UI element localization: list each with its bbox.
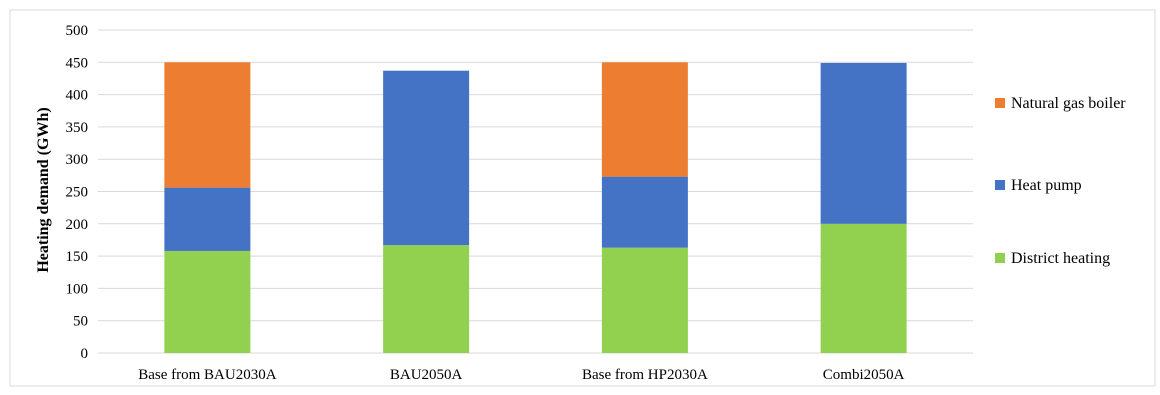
bar-natural-gas-boiler-2 xyxy=(601,62,688,177)
x-axis-ticks: Base from BAU2030A BAU2050A Base from HP20… xyxy=(138,367,904,383)
bar-heat-pump-1 xyxy=(383,70,470,246)
legend: Natural gas boiler Heat pump District heat… xyxy=(995,95,1126,267)
x-tick-label: Combi2050A xyxy=(823,367,905,383)
bar-natural-gas-boiler-0 xyxy=(164,62,251,188)
bar-heat-pump-0 xyxy=(164,187,251,251)
legend-swatch-district-heating xyxy=(995,253,1005,263)
y-axis-title: Heating demand (GWh) xyxy=(35,107,52,272)
y-tick-label: 450 xyxy=(66,55,89,71)
bar-district-heating-2 xyxy=(601,247,688,353)
x-tick-label: Base from BAU2030A xyxy=(138,367,276,383)
legend-label-heat-pump: Heat pump xyxy=(1011,177,1082,194)
legend-label-natural-gas-boiler: Natural gas boiler xyxy=(1011,95,1126,112)
bar-heat-pump-3 xyxy=(820,62,907,224)
legend-label-district-heating: District heating xyxy=(1011,250,1110,267)
y-axis-ticks: 0 50 100 150 200 250 300 350 400 450 500 xyxy=(66,23,89,362)
legend-swatch-heat-pump xyxy=(995,180,1005,190)
bar-district-heating-0 xyxy=(164,250,251,353)
y-tick-label: 350 xyxy=(66,120,89,136)
bars xyxy=(164,62,907,353)
y-tick-label: 200 xyxy=(66,217,89,233)
y-tick-label: 150 xyxy=(66,249,89,265)
y-tick-label: 300 xyxy=(66,152,89,168)
bar-district-heating-3 xyxy=(820,223,907,353)
y-tick-label: 100 xyxy=(66,281,89,297)
x-tick-label: Base from HP2030A xyxy=(582,367,708,383)
y-tick-label: 400 xyxy=(66,88,89,104)
y-tick-label: 0 xyxy=(81,346,89,362)
legend-swatch-natural-gas-boiler xyxy=(995,98,1005,108)
x-tick-label: BAU2050A xyxy=(390,367,463,383)
y-tick-label: 250 xyxy=(66,185,89,201)
y-tick-label: 500 xyxy=(66,23,89,39)
y-tick-label: 50 xyxy=(73,314,88,330)
bar-district-heating-1 xyxy=(383,245,470,353)
bar-heat-pump-2 xyxy=(601,176,688,248)
